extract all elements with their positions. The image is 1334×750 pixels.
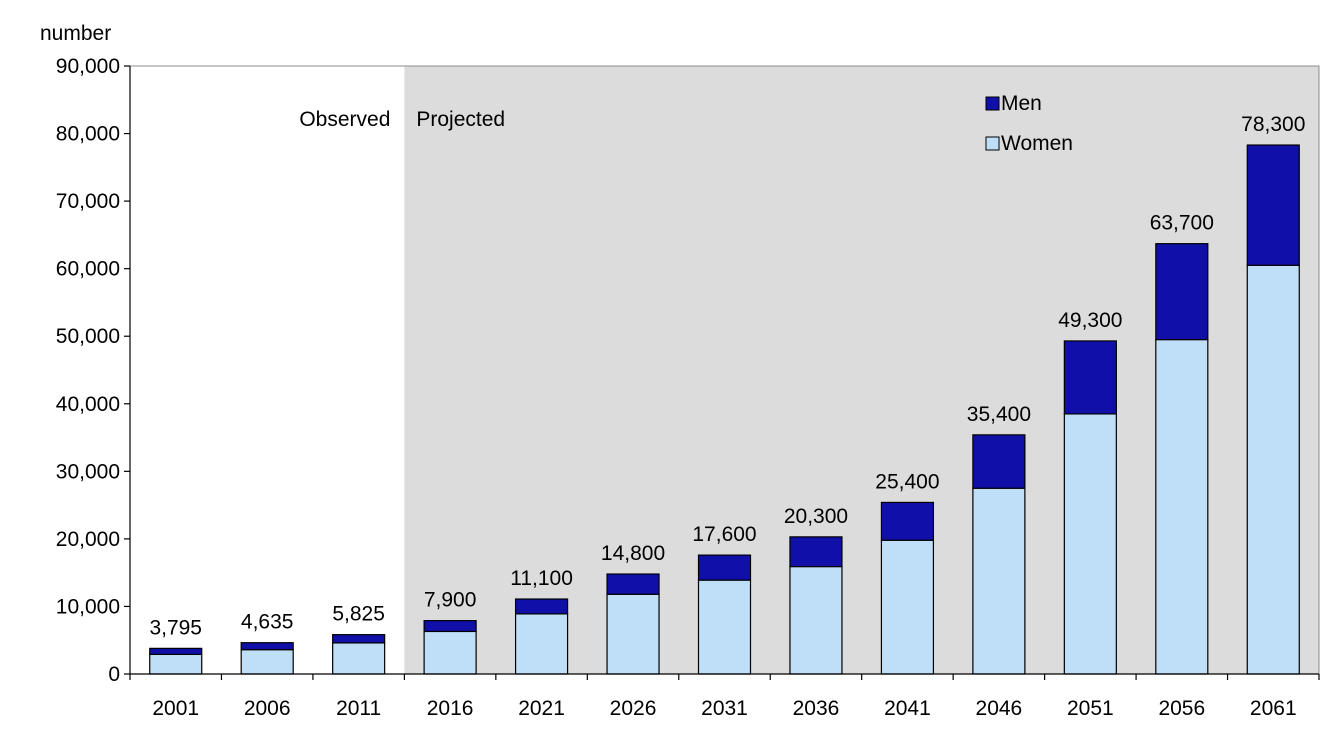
y-tick-label-70000: 70,000: [56, 190, 120, 213]
bar-women-2011: [332, 642, 386, 675]
total-label-2011: 5,825: [332, 603, 385, 626]
x-tick-label-2036: 2036: [793, 697, 840, 720]
total-label-2031: 17,600: [692, 523, 756, 546]
y-axis-title: number: [40, 22, 111, 45]
legend-swatch-women: [985, 136, 1000, 151]
bar-women-2021: [514, 613, 569, 675]
x-tick-label-2001: 2001: [152, 697, 199, 720]
bar-women-2056: [1155, 339, 1209, 675]
bar-men-2046: [972, 434, 1026, 489]
bar-men-2026: [606, 573, 660, 595]
bar-women-2036: [789, 565, 843, 675]
total-label-2036: 20,300: [784, 505, 848, 528]
total-label-2016: 7,900: [424, 589, 477, 612]
bar-women-2001: [149, 653, 203, 675]
bar-women-2046: [972, 487, 1026, 675]
y-tick-label-40000: 40,000: [56, 393, 120, 416]
bar-men-2056: [1155, 243, 1209, 341]
total-label-2001: 3,795: [149, 616, 202, 639]
y-tick-label-10000: 10,000: [56, 595, 120, 618]
bar-men-2001: [149, 647, 203, 656]
bar-women-2041: [880, 539, 935, 675]
y-tick-label-30000: 30,000: [56, 460, 120, 483]
x-tick-label-2026: 2026: [610, 697, 657, 720]
x-tick-label-2056: 2056: [1158, 697, 1205, 720]
observed-label: Observed: [299, 108, 390, 131]
y-tick-label-60000: 60,000: [56, 258, 120, 281]
total-label-2051: 49,300: [1058, 309, 1122, 332]
bars-layer: [149, 144, 1300, 675]
legend: Men Women: [985, 92, 1073, 155]
total-label-2026: 14,800: [601, 542, 665, 565]
bar-men-2006: [240, 642, 294, 651]
bar-women-2026: [606, 593, 660, 675]
y-tick-label-80000: 80,000: [56, 123, 120, 146]
projected-label: Projected: [416, 108, 505, 131]
bar-men-2016: [423, 620, 477, 633]
x-tick-label-2011: 2011: [336, 697, 381, 720]
x-tick-label-2006: 2006: [244, 697, 291, 720]
bar-men-2021: [514, 598, 569, 615]
bar-women-2016: [423, 630, 477, 675]
bar-men-2011: [332, 634, 386, 644]
x-tick-label-2041: 2041: [884, 697, 931, 720]
total-label-2061: 78,300: [1241, 113, 1305, 136]
y-tick-label-20000: 20,000: [56, 528, 120, 551]
x-tick-label-2046: 2046: [976, 697, 1023, 720]
total-label-2046: 35,400: [967, 403, 1031, 426]
total-label-2041: 25,400: [875, 470, 939, 493]
y-tick-label-50000: 50,000: [56, 325, 120, 348]
bar-women-2051: [1063, 413, 1117, 675]
legend-label-men: Men: [1001, 92, 1042, 115]
bar-women-2031: [697, 579, 752, 675]
total-label-2021: 11,100: [510, 567, 573, 590]
total-label-2006: 4,635: [241, 611, 294, 634]
labels-layer: Observed Projected 3,795 2001 4,635 2006 5,825…: [40, 22, 1305, 720]
y-tick-label-0: 0: [108, 663, 120, 686]
bar-men-2061: [1246, 144, 1300, 266]
x-tick-label-2031: 2031: [701, 697, 748, 720]
legend-label-women: Women: [1001, 132, 1073, 155]
axes-layer: [124, 65, 1320, 680]
bar-women-2006: [240, 649, 294, 675]
x-tick-label-2016: 2016: [427, 697, 474, 720]
y-tick-label-90000: 90,000: [56, 55, 120, 78]
bar-women-2061: [1246, 264, 1300, 675]
bar-men-2041: [880, 501, 935, 541]
total-label-2056: 63,700: [1150, 212, 1214, 235]
x-tick-label-2061: 2061: [1250, 697, 1297, 720]
bar-men-2051: [1063, 340, 1117, 415]
bar-men-2036: [789, 536, 843, 568]
bar-men-2031: [697, 554, 752, 581]
legend-swatch-men: [985, 96, 1000, 111]
observed-region: [130, 66, 405, 674]
x-tick-label-2051: 2051: [1067, 697, 1114, 720]
x-tick-label-2021: 2021: [518, 697, 565, 720]
